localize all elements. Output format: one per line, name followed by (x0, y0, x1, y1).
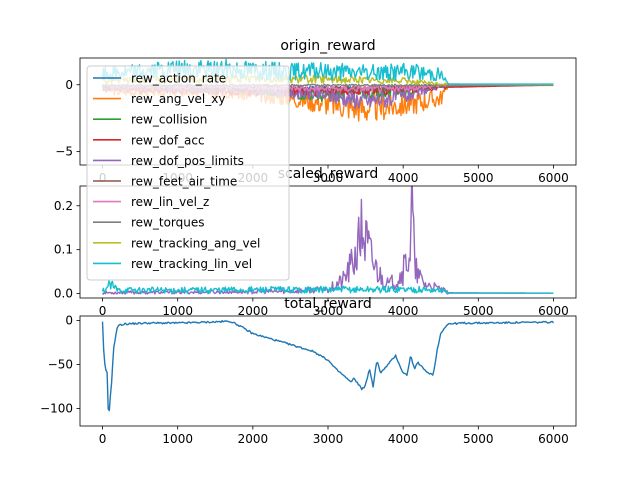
series-line-total-reward (101, 320, 555, 412)
legend-label: rew_dof_pos_limits (131, 154, 244, 168)
x-tick-label: 4000 (388, 432, 419, 446)
x-tick-label: 6000 (538, 432, 569, 446)
legend-box (86, 65, 290, 281)
legend-label: rew_tracking_ang_vel (131, 236, 260, 250)
legend-label: rew_action_rate (131, 72, 226, 86)
y-tick-label: −50 (48, 357, 73, 371)
legend-label: rew_torques (131, 216, 205, 230)
axes-total-reward: total_reward 0 1000 2000 3000 4000 5000 6000 −10… (40, 296, 577, 446)
chart-title: origin_reward (280, 38, 375, 54)
legend-label: rew_dof_acc (131, 133, 205, 147)
x-tick-label: 3000 (313, 304, 344, 318)
y-tick-label: −100 (40, 401, 73, 415)
x-tick-label: 0 (99, 304, 107, 318)
legend-label: rew_collision (131, 113, 207, 127)
legend-label: rew_tracking_lin_vel (131, 257, 252, 271)
chart-title: total_reward (284, 296, 372, 312)
legend-label: rew_ang_vel_xy (131, 92, 225, 106)
legend: rew_action_rate rew_ang_vel_xy rew_collisi… (86, 65, 290, 281)
y-tick-label: 0.0 (54, 287, 73, 301)
y-tick-label: 0 (65, 78, 73, 92)
x-tick-label: 5000 (463, 171, 494, 185)
x-tick-label: 5000 (463, 304, 494, 318)
x-tick-label: 1000 (162, 304, 193, 318)
x-tick-label: 3000 (313, 171, 344, 185)
legend-label: rew_lin_vel_z (131, 195, 209, 209)
x-tick-label: 0 (99, 432, 107, 446)
y-tick-label: 0 (65, 313, 73, 327)
chart-title: scaled_reward (278, 166, 378, 182)
series-line-rew-tracking-lin-vel (101, 279, 554, 295)
axes-scaled-reward: scaled_reward 0 1000 2000 3000 4000 5000 6000 0.… (54, 166, 577, 318)
y-tick-label: 0.2 (54, 199, 73, 213)
y-tick-label: 0.1 (54, 243, 73, 257)
series-group (101, 320, 555, 412)
legend-label: rew_feet_air_time (131, 175, 237, 189)
x-tick-label: 6000 (538, 171, 569, 185)
x-tick-label: 3000 (313, 432, 344, 446)
x-tick-label: 6000 (538, 304, 569, 318)
series-group (101, 186, 554, 295)
x-tick-label: 2000 (238, 432, 269, 446)
x-tick-label: 4000 (388, 304, 419, 318)
x-tick-label: 1000 (162, 432, 193, 446)
x-tick-label: 4000 (388, 171, 419, 185)
y-tick-label: −5 (55, 145, 73, 159)
x-tick-label: 2000 (238, 304, 269, 318)
x-tick-label: 5000 (463, 432, 494, 446)
